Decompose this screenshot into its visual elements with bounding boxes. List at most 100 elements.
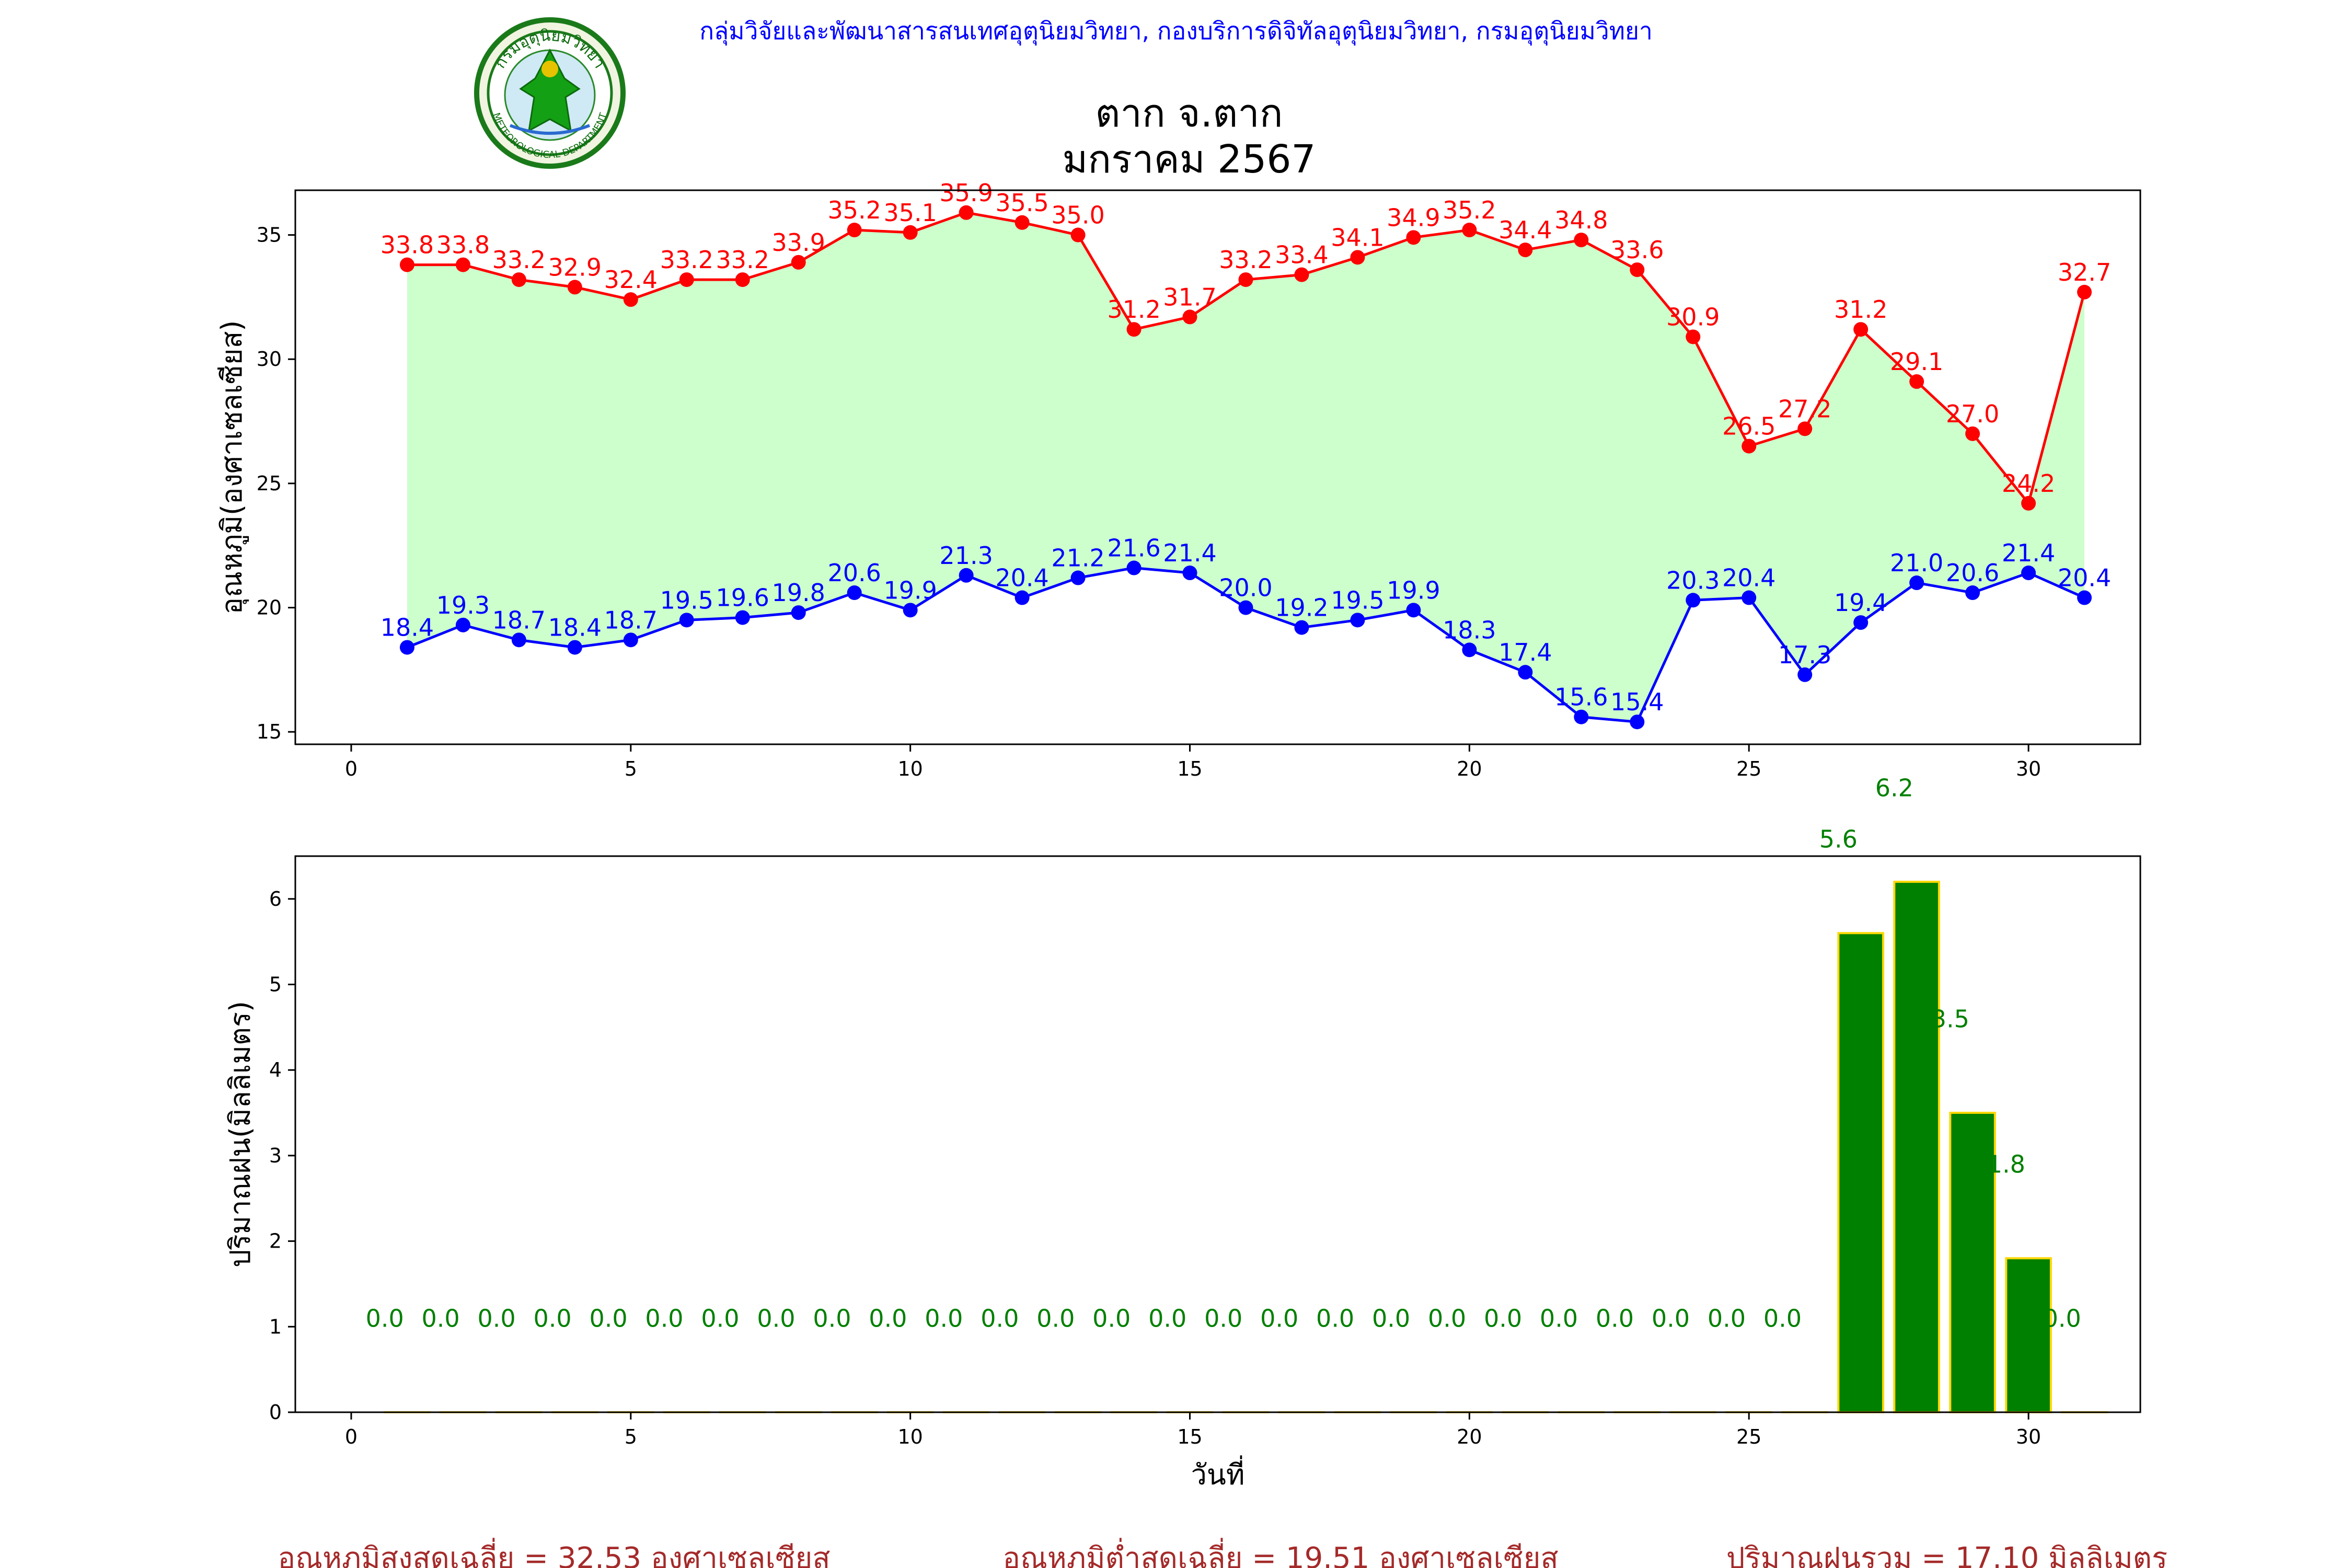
temperature-x-tick-label-0: 0 bbox=[345, 757, 358, 780]
rain-label-day-21: 0.0 bbox=[1484, 1304, 1522, 1332]
label-max-day-24: 30.9 bbox=[1666, 303, 1720, 331]
label-min-day-18: 19.5 bbox=[1331, 586, 1384, 614]
point-min-day-17 bbox=[1294, 620, 1309, 635]
point-min-day-1 bbox=[399, 640, 414, 655]
rain-label-day-26: 0.0 bbox=[1763, 1304, 1802, 1332]
label-min-day-3: 18.7 bbox=[492, 606, 546, 634]
point-min-day-27 bbox=[1853, 615, 1869, 630]
label-min-day-24: 20.3 bbox=[1666, 566, 1720, 594]
label-max-day-14: 31.2 bbox=[1107, 295, 1160, 324]
point-min-day-12 bbox=[1014, 590, 1030, 605]
label-min-day-28: 21.0 bbox=[1890, 549, 1943, 577]
point-min-day-3 bbox=[511, 632, 526, 648]
label-max-day-23: 33.6 bbox=[1610, 236, 1664, 264]
label-min-day-15: 21.4 bbox=[1163, 539, 1216, 567]
point-min-day-21 bbox=[1518, 665, 1533, 680]
rain-label-day-27: 5.6 bbox=[1819, 825, 1858, 854]
point-min-day-10 bbox=[903, 603, 918, 618]
rain-label-day-13: 0.0 bbox=[1036, 1304, 1075, 1332]
point-max-day-23 bbox=[1630, 262, 1645, 278]
point-max-day-16 bbox=[1238, 272, 1253, 287]
rainfall-y-tick-label-1: 1 bbox=[269, 1315, 282, 1338]
point-min-day-9 bbox=[847, 585, 862, 601]
rain-label-day-22: 0.0 bbox=[1540, 1304, 1578, 1332]
label-max-day-16: 33.2 bbox=[1219, 246, 1272, 274]
label-max-day-6: 33.2 bbox=[660, 246, 713, 274]
rainfall-y-tick-label-0: 0 bbox=[269, 1401, 282, 1424]
point-max-day-10 bbox=[903, 225, 918, 240]
temperature-x-tick-label-25: 25 bbox=[1736, 757, 1761, 780]
label-max-day-21: 34.4 bbox=[1498, 216, 1552, 244]
rainfall-y-tick-label-6: 6 bbox=[269, 887, 282, 910]
rain-label-day-4: 0.0 bbox=[533, 1304, 571, 1332]
point-min-day-18 bbox=[1350, 613, 1365, 628]
point-max-day-7 bbox=[735, 272, 750, 287]
point-max-day-30 bbox=[2021, 495, 2036, 511]
point-max-day-28 bbox=[1909, 374, 1924, 389]
rain-label-day-3: 0.0 bbox=[478, 1304, 516, 1332]
rain-label-day-11: 0.0 bbox=[925, 1304, 963, 1332]
rain-bar-day-30 bbox=[2005, 1257, 2052, 1413]
label-min-day-19: 19.9 bbox=[1387, 576, 1440, 604]
label-max-day-2: 33.8 bbox=[436, 231, 490, 259]
temperature-y-tick-label-30: 30 bbox=[257, 348, 282, 371]
point-min-day-4 bbox=[567, 640, 582, 655]
chart-title-line1: ตาก จ.ตาก bbox=[1095, 91, 1283, 136]
label-max-day-11: 35.9 bbox=[939, 179, 993, 207]
label-min-day-2: 19.3 bbox=[436, 591, 490, 619]
summary-total-rain: ปริมาณฝนรวม = 17.10 มิลลิเมตร bbox=[1726, 1541, 2167, 1568]
temperature-x-tick-label-15: 15 bbox=[1177, 757, 1202, 780]
point-max-day-27 bbox=[1853, 322, 1869, 337]
rain-label-day-15: 0.0 bbox=[1148, 1304, 1186, 1332]
temperature-panel: 33.8 33.833.2 32.9 32.433.2 33.233.935.2 35.1… bbox=[215, 179, 2141, 780]
point-min-day-16 bbox=[1238, 600, 1253, 615]
rain-bar-day-27 bbox=[1837, 932, 1884, 1414]
label-max-day-30: 24.2 bbox=[2002, 469, 2055, 498]
point-min-day-15 bbox=[1182, 566, 1197, 581]
point-max-day-17 bbox=[1294, 267, 1309, 282]
point-max-day-1 bbox=[399, 257, 414, 272]
point-max-day-21 bbox=[1518, 243, 1533, 258]
label-min-day-14: 21.6 bbox=[1107, 534, 1160, 562]
label-max-day-8: 33.9 bbox=[772, 228, 825, 257]
point-max-day-15 bbox=[1182, 309, 1197, 325]
point-min-day-14 bbox=[1126, 560, 1142, 575]
point-max-day-20 bbox=[1462, 223, 1477, 238]
point-min-day-31 bbox=[2077, 590, 2092, 605]
rainfall-y-tick-label-4: 4 bbox=[269, 1058, 282, 1081]
point-min-day-6 bbox=[679, 613, 694, 628]
label-min-day-22: 15.6 bbox=[1554, 683, 1608, 711]
label-min-day-11: 21.3 bbox=[939, 541, 993, 570]
label-min-day-10: 19.9 bbox=[883, 576, 937, 604]
point-max-day-11 bbox=[959, 205, 974, 220]
label-min-day-9: 20.6 bbox=[827, 559, 881, 587]
label-min-day-23: 15.4 bbox=[1610, 688, 1664, 716]
rain-label-day-30: 1.8 bbox=[1987, 1150, 2025, 1179]
point-min-day-30 bbox=[2021, 566, 2036, 581]
point-max-day-13 bbox=[1070, 227, 1086, 243]
point-max-day-2 bbox=[455, 257, 470, 272]
label-max-day-17: 33.4 bbox=[1275, 241, 1328, 269]
point-min-day-23 bbox=[1630, 714, 1645, 730]
point-max-day-29 bbox=[1965, 426, 1980, 441]
point-max-day-3 bbox=[511, 272, 526, 287]
point-max-day-24 bbox=[1686, 329, 1701, 344]
point-max-day-22 bbox=[1574, 233, 1589, 248]
label-min-day-6: 19.5 bbox=[660, 586, 713, 614]
temperature-x-tick-label-5: 5 bbox=[625, 757, 637, 780]
point-max-day-14 bbox=[1126, 322, 1142, 337]
rainfall-panel: 0.0 0.0 0.0 0.0 0.0 0.0 0.0 0.0 0.0 0.0 0.0 0.0 0.0 0… bbox=[224, 774, 2141, 1491]
point-max-day-6 bbox=[679, 272, 694, 287]
label-max-day-3: 33.2 bbox=[492, 246, 546, 274]
label-max-day-26: 27.2 bbox=[1778, 395, 1831, 423]
point-min-day-29 bbox=[1965, 585, 1980, 601]
temperature-y-axis-label: อุณหภูมิ(องศาเซลเซียส) bbox=[215, 320, 249, 615]
rain-label-day-24: 0.0 bbox=[1652, 1304, 1690, 1332]
label-max-day-25: 26.5 bbox=[1722, 412, 1775, 441]
label-min-day-29: 20.6 bbox=[1946, 559, 1999, 587]
rain-label-day-20: 0.0 bbox=[1428, 1304, 1466, 1332]
temperature-x-tick-label-20: 20 bbox=[1457, 757, 1482, 780]
rain-label-day-19: 0.0 bbox=[1372, 1304, 1410, 1332]
label-min-day-20: 18.3 bbox=[1443, 616, 1496, 644]
point-max-day-4 bbox=[567, 280, 582, 295]
